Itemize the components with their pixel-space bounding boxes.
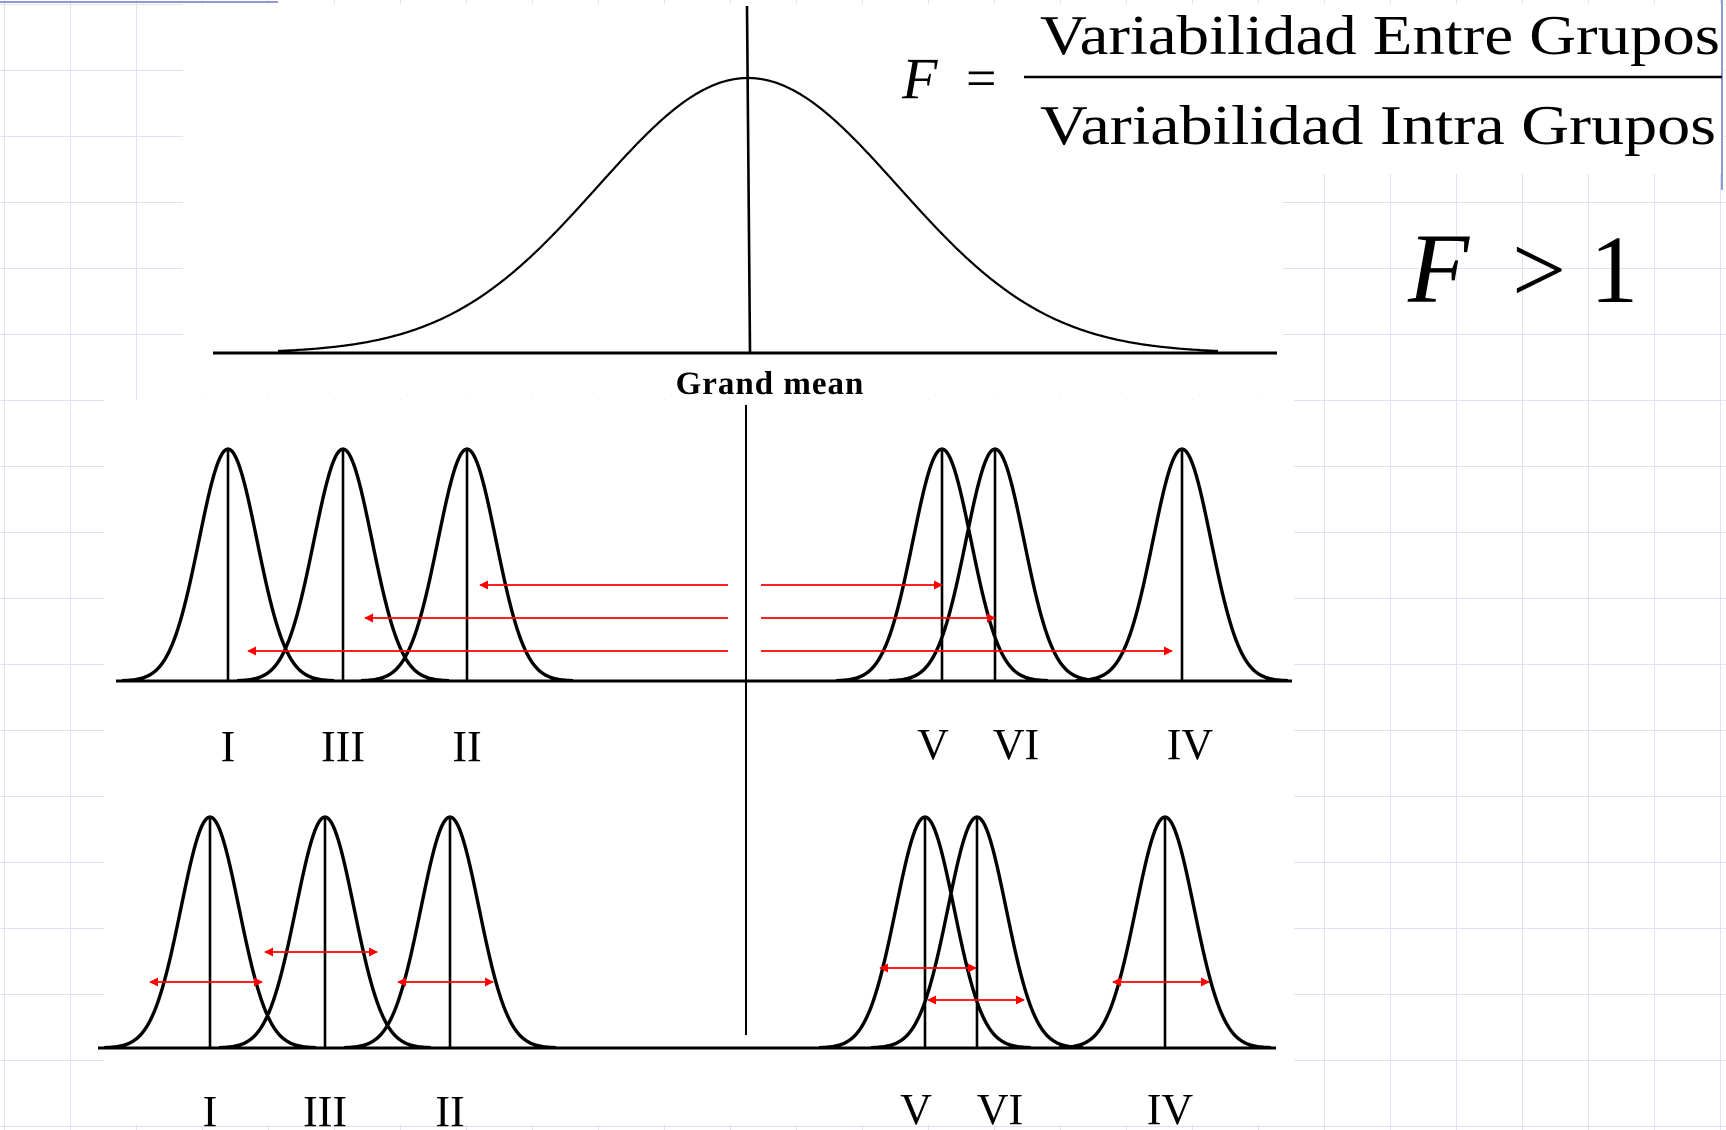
formula-equals: = <box>966 48 996 108</box>
panel2-label-VI: VI <box>977 1085 1023 1130</box>
panel1-label-VI: VI <box>993 720 1039 769</box>
between-groups-panel: I III II V VI IV <box>116 447 1292 771</box>
panels-background <box>104 400 1294 1125</box>
panel2-label-I: I <box>203 1087 218 1130</box>
panel2-group-labels: I III II V VI IV <box>203 1085 1194 1130</box>
panel1-label-I: I <box>221 722 236 771</box>
formula-denominator: Variabilidad Intra Grupos <box>1040 95 1716 157</box>
panel1-label-III: III <box>321 722 365 771</box>
formula-background <box>900 4 1724 174</box>
panel2-label-III: III <box>303 1087 347 1130</box>
f-ratio-formula: F = Variabilidad Entre Grupos Variabilid… <box>901 5 1722 157</box>
within-groups-panel: I III II V VI IV <box>98 815 1276 1130</box>
panel2-within-arrows <box>149 947 1210 1005</box>
inequality-rest: > 1 <box>1512 216 1638 323</box>
panel1-label-V: V <box>917 720 949 769</box>
panel2-label-IV: IV <box>1147 1085 1194 1130</box>
grand-distribution: Grand mean <box>213 5 1277 402</box>
panel2-label-II: II <box>435 1087 464 1130</box>
panel1-mean-lines <box>226 449 1184 680</box>
inequality-symbol: F <box>1407 213 1470 324</box>
panel1-label-IV: IV <box>1167 720 1214 769</box>
f-greater-than-one: F > 1 <box>1407 213 1638 324</box>
grand-mean-line <box>745 5 752 353</box>
panel2-mean-lines <box>208 817 1167 1047</box>
grand-mean-label: Grand mean <box>676 366 865 402</box>
formula-numerator: Variabilidad Entre Grupos <box>1040 5 1720 67</box>
panel1-group-labels: I III II V VI IV <box>221 720 1214 771</box>
panel1-between-arrows <box>247 580 1173 656</box>
panel2-label-V: V <box>900 1085 932 1130</box>
panel1-label-II: II <box>452 722 481 771</box>
formula-lhs: F <box>901 46 938 111</box>
